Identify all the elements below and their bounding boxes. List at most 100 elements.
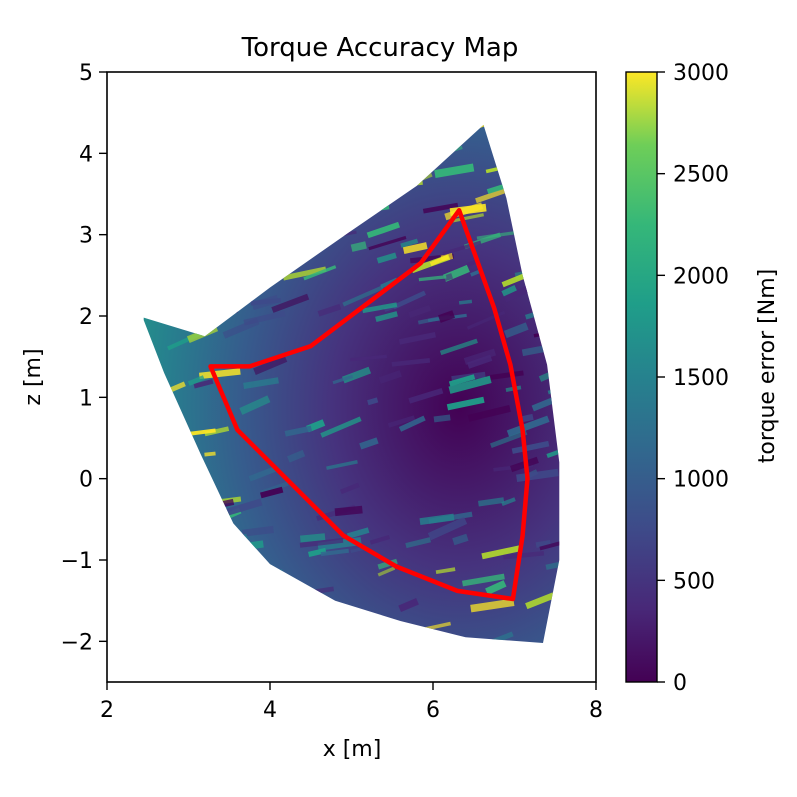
heatmap-cell <box>369 534 391 545</box>
heatmap-cell <box>251 243 269 256</box>
heatmap-cell <box>501 497 516 507</box>
heatmap-cell <box>481 545 521 560</box>
heatmap-cell <box>220 577 259 592</box>
heatmap-cell <box>467 354 493 369</box>
heatmap-cell <box>303 208 341 227</box>
heatmap-cell <box>143 566 167 586</box>
heatmap-cell <box>296 629 309 640</box>
heatmap-cell <box>284 425 313 437</box>
heatmap-cell <box>357 144 388 162</box>
heatmap-cell <box>452 533 469 546</box>
heatmap-cell <box>297 180 311 187</box>
heatmap-cell <box>377 566 396 577</box>
heatmap-cell <box>190 176 222 190</box>
heatmap-cell <box>451 213 484 223</box>
heatmap-cell <box>149 288 161 295</box>
heatmap-cell <box>506 415 550 437</box>
heatmap-cell <box>229 286 246 292</box>
heatmap-cell <box>143 620 175 635</box>
y-tick-label: −1 <box>61 549 93 574</box>
heatmap-cell <box>366 221 401 239</box>
heatmap-cell <box>312 600 335 612</box>
heatmap-cell <box>217 632 249 643</box>
y-tick-label: 5 <box>79 61 93 86</box>
colorbar-tick-label: 3000 <box>673 61 729 86</box>
heatmap-cell <box>477 497 505 507</box>
heatmap-cell <box>470 598 515 613</box>
heatmap-cell <box>317 303 342 317</box>
heatmap-cell <box>554 280 560 297</box>
heatmap-cell <box>340 482 360 495</box>
heatmap-cell <box>549 268 560 278</box>
heatmap-cell <box>563 193 585 202</box>
heatmap-cell <box>283 196 296 205</box>
plot-frame <box>106 71 597 683</box>
heatmap-cell <box>198 124 211 130</box>
heatmap-cell <box>448 374 476 387</box>
heatmap-cell <box>367 397 379 406</box>
heatmap-cell <box>143 575 160 588</box>
heatmap-cell <box>300 533 326 543</box>
heatmap-cell <box>160 401 178 410</box>
colorbar-tick-label: 500 <box>673 569 715 594</box>
heatmap-cell <box>143 181 163 193</box>
heatmap-cell <box>271 293 310 313</box>
heatmap-cell <box>433 414 451 423</box>
heatmap-cell <box>376 252 397 264</box>
heatmap-cell <box>378 628 391 639</box>
heatmap-cell <box>143 124 175 136</box>
heatmap-cell <box>561 454 584 465</box>
heatmap-cell <box>242 172 271 184</box>
heatmap-cell <box>503 285 531 303</box>
colorbar-tick-label: 0 <box>673 671 687 696</box>
heatmap-cell <box>342 285 384 307</box>
heatmap-cell <box>511 440 550 454</box>
colorbar-tick-label: 2000 <box>673 264 729 289</box>
y-tick-label: 2 <box>79 305 93 330</box>
heatmap-cell <box>545 559 560 570</box>
heatmap-cell <box>392 290 426 310</box>
heatmap-cell <box>350 354 387 362</box>
heatmap-cell <box>523 233 536 242</box>
chart-title: Torque Accuracy Map <box>241 33 519 63</box>
boundary-polygon <box>208 208 530 602</box>
heatmap-cell <box>398 598 419 613</box>
heatmap-cell <box>446 396 485 411</box>
heatmap-cell <box>172 166 211 178</box>
heatmap-cell <box>152 250 170 261</box>
heatmap-cell <box>437 310 456 323</box>
heatmap-cell <box>160 301 200 312</box>
heatmap-cell <box>163 445 192 457</box>
heatmap-cell <box>561 188 589 200</box>
heatmap-cell <box>526 132 560 149</box>
heatmap-cell <box>286 449 306 463</box>
heatmap-cell <box>555 206 560 214</box>
heatmap-cell <box>164 461 206 480</box>
heatmap-cell <box>216 155 239 168</box>
heatmap-cell <box>539 539 560 551</box>
heatmap-cell <box>378 370 402 384</box>
heatmap-cell <box>143 233 158 240</box>
heatmap-cell <box>143 449 171 471</box>
heatmap-cell <box>434 139 455 151</box>
heatmap-cell <box>350 546 365 554</box>
heatmap-cell <box>503 550 545 560</box>
heatmap-cell <box>525 592 555 610</box>
heatmap-cell <box>335 642 360 643</box>
y-tick-label: 0 <box>79 468 93 493</box>
heatmap-cell <box>563 191 581 202</box>
heatmap-cell <box>280 163 308 175</box>
heatmap-cell <box>401 124 436 137</box>
heatmap-cell <box>467 404 511 422</box>
heatmap-cell <box>178 250 210 268</box>
heatmap-cell <box>427 516 468 541</box>
heatmap-cell <box>377 558 398 570</box>
heatmap-cell <box>387 415 416 428</box>
heatmap-cell <box>332 374 354 385</box>
heatmap-cell <box>526 124 554 127</box>
heatmap-cell <box>282 266 327 281</box>
heatmap-cell <box>547 384 560 395</box>
heatmap-cell <box>220 498 263 518</box>
heatmap-cell <box>204 426 230 437</box>
